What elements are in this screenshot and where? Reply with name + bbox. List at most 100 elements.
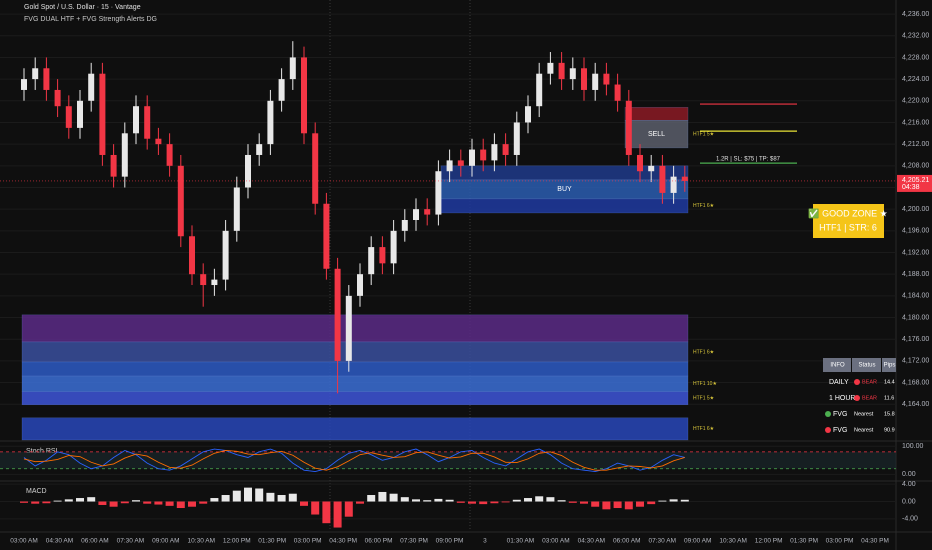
candle-body	[312, 133, 319, 204]
y-tick-label: 4,192.00	[902, 249, 929, 256]
table-cell: FVG	[833, 427, 847, 434]
status-dot	[854, 395, 860, 401]
zone-label: BUY	[557, 186, 572, 193]
macd-bar	[490, 501, 499, 504]
macd-bar	[658, 500, 667, 502]
macd-bar	[624, 501, 633, 510]
macd-bar	[322, 501, 331, 524]
candle-body	[21, 79, 27, 90]
macd-bar	[669, 499, 678, 502]
macd-bar	[42, 501, 51, 504]
y-tick-label: 4,224.00	[902, 76, 929, 83]
candle-body	[424, 209, 431, 215]
y-tick-label: 4,172.00	[902, 358, 929, 365]
x-tick-label: 06:00 AM	[81, 538, 108, 545]
zone-label: SELL	[648, 131, 665, 138]
macd-bar	[423, 500, 432, 502]
table-header-cell	[882, 358, 896, 372]
fvg-zone	[21, 341, 689, 363]
x-tick-label: 10:30 AM	[719, 538, 746, 545]
macd-bar	[356, 501, 364, 504]
candle-body	[637, 154, 643, 172]
table-cell: 11.6	[884, 395, 894, 401]
candle-body	[278, 79, 285, 101]
rsi-line	[23, 449, 685, 471]
zone-tag: HTF1 5★	[693, 396, 715, 402]
x-tick-label: 06:00 PM	[365, 538, 393, 545]
candle-body	[233, 187, 240, 231]
y-tick-label: 4,168.00	[902, 379, 929, 386]
macd-bar	[479, 501, 488, 505]
zone-tag: HTF1 10★	[693, 381, 717, 387]
y-tick-label: 0.00	[902, 471, 916, 478]
rsi-band	[0, 451, 896, 469]
macd-bar	[87, 497, 96, 502]
candle-body	[334, 268, 341, 361]
rsi-line	[23, 448, 685, 473]
macd-bar	[53, 500, 62, 502]
candle-body	[446, 160, 453, 172]
macd-bar	[456, 501, 465, 503]
table-header: Status	[858, 363, 875, 369]
macd-bar	[277, 495, 286, 502]
macd-bar	[636, 501, 644, 507]
macd-bar	[524, 498, 532, 502]
y-tick-label: 0.00	[902, 498, 916, 505]
table-cell: BEAR	[862, 379, 877, 385]
candle-body	[200, 274, 207, 286]
macd-bar	[445, 499, 454, 502]
macd-bar	[98, 501, 107, 505]
macd-bar	[132, 500, 140, 502]
candle-body	[267, 100, 274, 145]
x-tick-label: 09:00 PM	[436, 538, 464, 545]
x-tick-label: 10:30 AM	[188, 538, 215, 545]
table-cell: Nearest	[854, 411, 874, 417]
x-tick-label: 06:00 AM	[613, 538, 640, 545]
candle-body	[211, 279, 218, 286]
table-cell: BEAR	[862, 395, 877, 401]
candle-body	[379, 247, 386, 264]
y-tick-label: 4,220.00	[902, 98, 929, 105]
candle-body	[189, 236, 195, 275]
candle-body	[166, 144, 173, 166]
trade-level-label: 1.2R | SL: $75 | TP: $87	[716, 157, 781, 163]
candle-body	[256, 144, 263, 155]
candle-body	[368, 247, 375, 275]
macd-bar	[76, 498, 84, 502]
candle-body	[133, 106, 139, 134]
candle-body	[648, 165, 655, 172]
macd-bar	[501, 501, 510, 503]
macd-bar	[244, 487, 252, 502]
symbol-title: Gold Spot / U.S. Dollar · 15 · Vantage	[24, 4, 141, 11]
y-tick-label: -4.00	[902, 516, 918, 523]
macd-bar	[109, 501, 118, 507]
candle-body	[345, 295, 352, 361]
macd-bar	[210, 498, 219, 502]
y-tick-label: 100.00	[902, 443, 924, 450]
candle-body	[144, 106, 151, 139]
status-dot	[854, 379, 860, 385]
y-tick-label: 4,228.00	[902, 54, 929, 61]
candle-body	[54, 89, 61, 107]
y-tick-label: 4,200.00	[902, 206, 929, 213]
candle-body	[110, 154, 117, 177]
y-tick-label: 4,208.00	[902, 163, 929, 170]
x-tick-label: 09:00 AM	[684, 538, 711, 545]
x-tick-label: 03:00 PM	[826, 538, 854, 545]
fvg-zone	[440, 198, 689, 214]
macd-bar	[680, 499, 689, 502]
macd-bar	[613, 501, 622, 509]
macd-bar	[188, 501, 196, 507]
candle-body	[401, 220, 408, 231]
macd-bar	[557, 500, 566, 502]
candle-body	[659, 165, 666, 193]
x-tick-label: 03:00 AM	[10, 538, 37, 545]
table-cell: FVG	[833, 411, 847, 418]
y-tick-label: 4,212.00	[902, 141, 929, 148]
fvg-zone	[21, 417, 689, 441]
candle-body	[525, 106, 531, 123]
candle-body	[99, 73, 106, 155]
macd-bar	[602, 501, 611, 510]
y-tick-label: 4,176.00	[902, 336, 929, 343]
